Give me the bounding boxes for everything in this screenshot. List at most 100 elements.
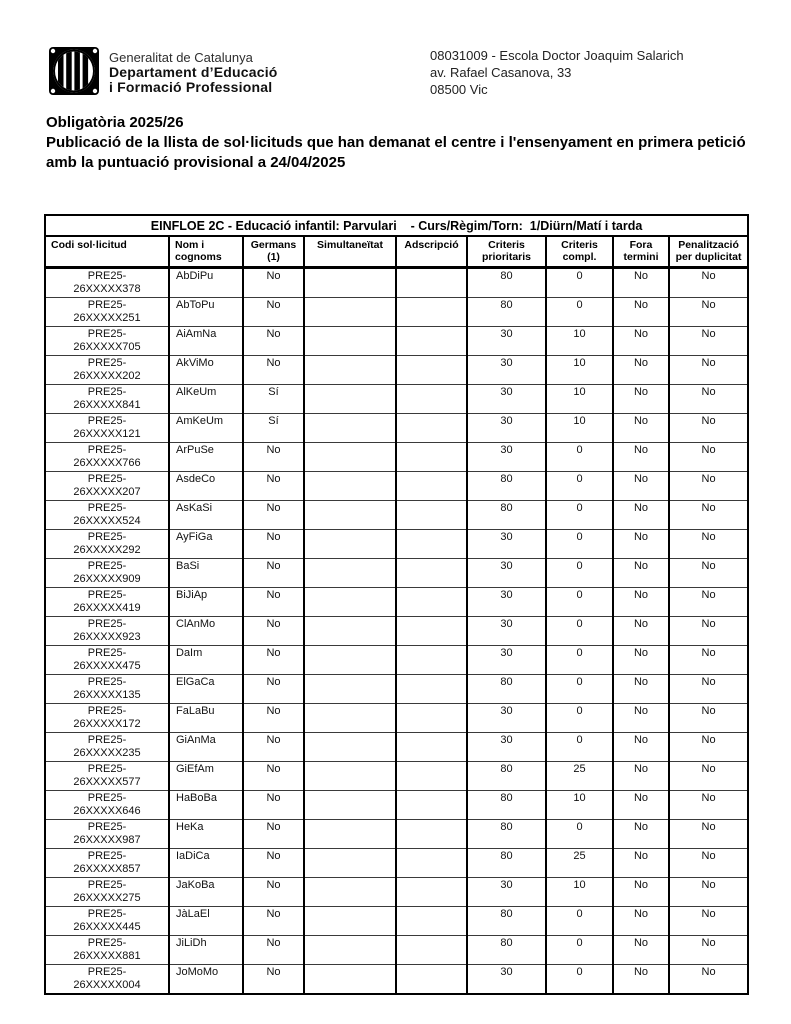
cell-adscripcio	[395, 558, 467, 588]
school-city: 08500 Vic	[430, 82, 488, 97]
cell-germans: No	[242, 442, 304, 472]
cell-compl: 0	[545, 529, 613, 559]
cell-prioritaris: 30	[466, 558, 546, 588]
cell-prioritaris: 30	[466, 413, 546, 443]
cell-simultaneitat	[303, 848, 396, 878]
cell-simultaneitat	[303, 674, 396, 704]
cell-compl: 0	[545, 587, 613, 617]
cell-nom: ClAnMo	[168, 616, 243, 646]
cell-nom: AiAmNa	[168, 326, 243, 356]
cell-adscripcio	[395, 326, 467, 356]
cell-germans: No	[242, 355, 304, 385]
cell-adscripcio	[395, 500, 467, 530]
cell-nom: BiJiAp	[168, 587, 243, 617]
cell-codi: PRE25- 26XXXXX419	[44, 587, 169, 617]
cell-nom: AbDiPu	[168, 267, 243, 298]
cell-nom: JiLiDh	[168, 935, 243, 965]
cell-prioritaris: 80	[466, 790, 546, 820]
cell-codi: PRE25- 26XXXXX987	[44, 819, 169, 849]
table-row: PRE25- 26XXXXX841 AlKeUm Sí 30 10 No No	[44, 384, 749, 414]
cell-prioritaris: 30	[466, 442, 546, 472]
table-row: PRE25- 26XXXXX235 GiAnMa No 30 0 No No	[44, 732, 749, 762]
cell-simultaneitat	[303, 471, 396, 501]
cell-germans: No	[242, 761, 304, 791]
table-row: PRE25- 26XXXXX207 AsdeCo No 80 0 No No	[44, 471, 749, 501]
cell-adscripcio	[395, 906, 467, 936]
cell-nom: AsdeCo	[168, 471, 243, 501]
cell-simultaneitat	[303, 703, 396, 733]
school-street: av. Rafael Casanova, 33	[430, 65, 572, 80]
cell-simultaneitat	[303, 384, 396, 414]
cell-adscripcio	[395, 790, 467, 820]
table-row: PRE25- 26XXXXX909 BaSi No 30 0 No No	[44, 558, 749, 588]
cell-germans: No	[242, 906, 304, 936]
cell-nom: IaDiCa	[168, 848, 243, 878]
cell-germans: No	[242, 297, 304, 327]
cell-adscripcio	[395, 442, 467, 472]
cell-simultaneitat	[303, 413, 396, 443]
table-row: PRE25- 26XXXXX004 JoMoMo No 30 0 No No	[44, 964, 749, 994]
cell-germans: No	[242, 529, 304, 559]
cell-prioritaris: 80	[466, 297, 546, 327]
cell-adscripcio	[395, 355, 467, 385]
cell-simultaneitat	[303, 964, 396, 994]
cell-simultaneitat	[303, 819, 396, 849]
cell-penalitzacio: No	[667, 587, 749, 617]
cell-simultaneitat	[303, 500, 396, 530]
cell-penalitzacio: No	[667, 355, 749, 385]
cell-adscripcio	[395, 616, 467, 646]
cell-compl: 0	[545, 645, 613, 675]
cell-nom: GiEfAm	[168, 761, 243, 791]
cell-germans: No	[242, 703, 304, 733]
cell-adscripcio	[395, 964, 467, 994]
cell-nom: ElGaCa	[168, 674, 243, 704]
cell-penalitzacio: No	[667, 529, 749, 559]
org-name-block: Generalitat de Catalunya Departament d’E…	[109, 46, 278, 96]
cell-compl: 0	[545, 964, 613, 994]
cell-simultaneitat	[303, 935, 396, 965]
cell-codi: PRE25- 26XXXXX646	[44, 790, 169, 820]
table-row: PRE25- 26XXXXX135 ElGaCa No 80 0 No No	[44, 674, 749, 704]
cell-germans: No	[242, 558, 304, 588]
cell-nom: AbToPu	[168, 297, 243, 327]
cell-compl: 10	[545, 355, 613, 385]
cell-compl: 10	[545, 326, 613, 356]
cell-compl: 0	[545, 732, 613, 762]
table-row: PRE25- 26XXXXX121 AmKeUm Sí 30 10 No No	[44, 413, 749, 443]
cell-penalitzacio: No	[667, 442, 749, 472]
cell-penalitzacio: No	[667, 616, 749, 646]
title-line-2: Publicació de la llista de sol·licituds …	[46, 134, 746, 171]
cell-codi: PRE25- 26XXXXX121	[44, 413, 169, 443]
cell-codi: PRE25- 26XXXXX857	[44, 848, 169, 878]
cell-codi: PRE25- 26XXXXX251	[44, 297, 169, 327]
cell-fora: No	[612, 500, 669, 530]
cell-germans: No	[242, 848, 304, 878]
cell-nom: AmKeUm	[168, 413, 243, 443]
cell-germans: No	[242, 587, 304, 617]
cell-prioritaris: 80	[466, 819, 546, 849]
cell-nom: JàLaEl	[168, 906, 243, 936]
table-row: PRE25- 26XXXXX378 AbDiPu No 80 0 No No	[44, 267, 749, 298]
cell-nom: DaIm	[168, 645, 243, 675]
cell-fora: No	[612, 674, 669, 704]
cell-compl: 0	[545, 616, 613, 646]
cell-germans: No	[242, 790, 304, 820]
cell-compl: 0	[545, 500, 613, 530]
cell-germans: No	[242, 674, 304, 704]
cell-codi: PRE25- 26XXXXX235	[44, 732, 169, 762]
column-header-fora-termini: Fora termini	[612, 236, 669, 269]
cell-fora: No	[612, 761, 669, 791]
cell-penalitzacio: No	[667, 848, 749, 878]
cell-simultaneitat	[303, 529, 396, 559]
cell-adscripcio	[395, 674, 467, 704]
table-group-header-row: EINFLOE 2C - Educació infantil: Parvular…	[43, 215, 749, 237]
column-header-simultaneitat: Simultaneïtat	[303, 236, 396, 269]
cell-prioritaris: 80	[466, 471, 546, 501]
cell-penalitzacio: No	[667, 645, 749, 675]
cell-penalitzacio: No	[667, 471, 749, 501]
cell-codi: PRE25- 26XXXXX841	[44, 384, 169, 414]
cell-fora: No	[612, 790, 669, 820]
cell-compl: 0	[545, 703, 613, 733]
cell-nom: BaSi	[168, 558, 243, 588]
column-header-germans: Germans (1)	[242, 236, 304, 269]
